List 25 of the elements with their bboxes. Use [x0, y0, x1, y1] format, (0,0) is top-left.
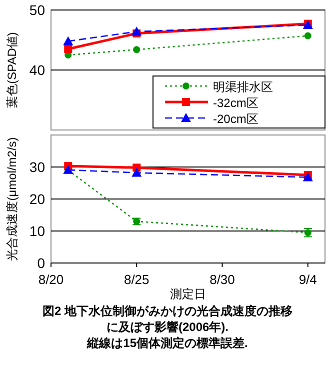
text: 縦線は15個体測定の標準誤差. [86, 335, 249, 351]
y-axis-title: 葉色(SPAD値) [5, 32, 19, 108]
x-tick-label: 9/4 [298, 272, 317, 287]
y-tick-label: 30 [29, 159, 46, 175]
x-tick-label: 8/30 [210, 272, 235, 287]
point [132, 168, 142, 177]
point [133, 46, 140, 54]
y-tick-label: 50 [29, 2, 46, 18]
legend-label: -32cm区 [213, 96, 258, 110]
y-tick-label: 0 [37, 255, 46, 271]
point [302, 172, 313, 182]
x-axis-title: 測定日 [170, 287, 206, 301]
y-tick-label: 20 [29, 191, 46, 207]
legend-label: -20cm区 [213, 112, 258, 126]
point [304, 32, 312, 40]
point [63, 36, 74, 46]
x-tick-label: 8/20 [38, 272, 64, 287]
legend-label: 明渠排水区 [213, 80, 273, 94]
x-tick-label: 8/25 [124, 272, 150, 287]
caption: 図2 地下水位制御がみかけの光合成速度の推移に及ぼす影響(2006年). [41, 303, 294, 335]
y-tick-label: 10 [29, 223, 46, 239]
y-tick-label: 40 [29, 62, 46, 78]
point [132, 26, 142, 36]
y-axis-title: 光合成速度(μmol/m2/s) [5, 137, 19, 261]
point [64, 45, 72, 53]
